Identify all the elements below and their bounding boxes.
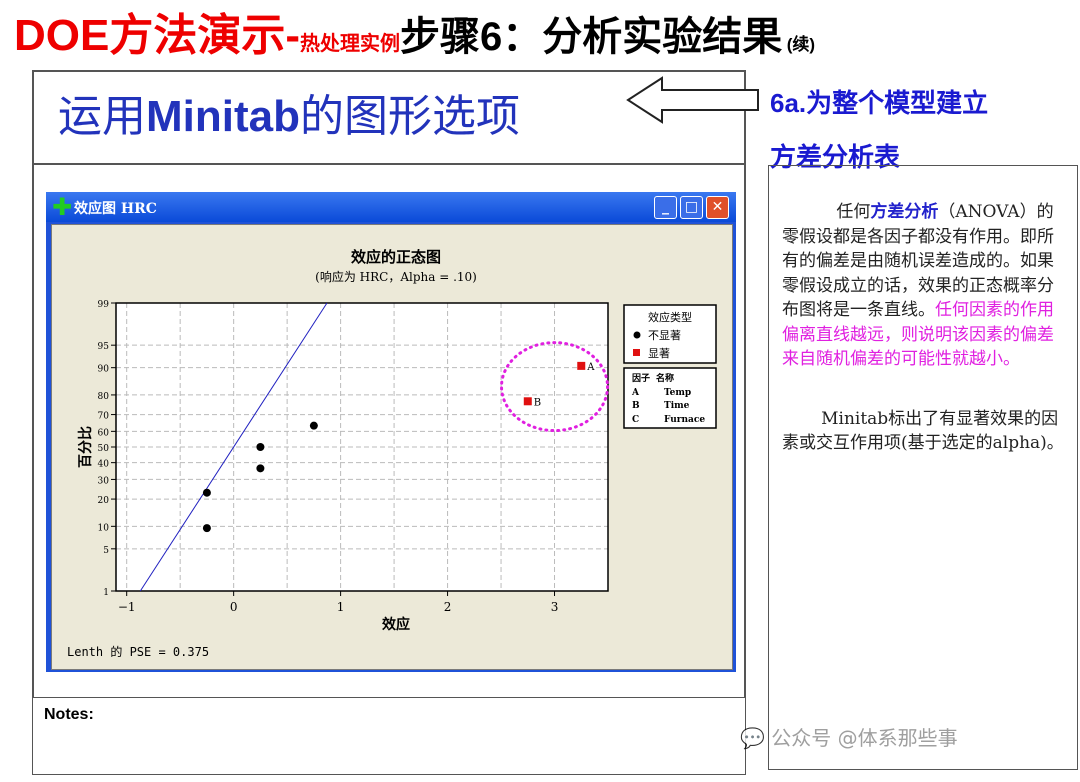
y-axis-label: 百分比 [77,426,94,468]
significant-point [523,397,532,406]
plot-frame [115,302,609,592]
title-sub: 热处理实例 [300,33,400,55]
plus-icon: ✚ [52,193,73,221]
x-tick-label: −1 [118,600,136,614]
y-tick-label: 20 [98,496,110,506]
highlight-ellipse [500,341,610,433]
point-label: A [586,362,595,373]
side-label-line1: 6a.为整个模型建立 [770,88,989,118]
factor-a: A [631,388,640,398]
y-tick-label: 5 [103,546,109,556]
arrow-left-icon [626,76,759,124]
wechat-icon: 💬 [740,726,765,750]
explanation-text: 任何方差分析（ANOVA）的零假设都是各因子都没有作用。即所有的偏差是由随机误差… [782,200,1064,456]
close-button[interactable]: ✕ [706,196,729,219]
p1-b: （ANOVA）的零假设都是各因子都没有作用。即所有的偏差是由随机误差造成的。如果… [782,202,1054,320]
legend-title: 效应类型 [648,310,692,324]
legend-marker-circle [633,331,641,339]
legend-label-significant: 显著 [648,346,670,360]
notes-label: Notes: [44,706,94,723]
factor-c-name: Furnace [664,415,705,425]
subtitle-post: 的图形选项 [299,91,520,142]
p1-a: 任何 [836,202,871,222]
y-tick-label: 50 [98,444,110,454]
title-cont: (续) [786,35,816,54]
x-tick-label: 3 [551,600,559,614]
side-label: 6a.为整个模型建立 方差分析表 [770,76,988,184]
subtitle: 运用Minitab的图形选项 [58,80,520,144]
factor-table [623,367,717,429]
watermark-text: 公众号 @体系那些事 [771,726,958,750]
title-red: DOE方法演示- [14,11,300,60]
effects-plot-window: ✚ 效应图 HRC _ □ ✕ 效应的正态图 (响应为 HRC，Alpha = … [46,192,736,672]
reference-line [139,302,328,592]
significant-point [577,361,586,370]
factor-a-name: Temp [664,388,691,398]
chart-subtitle: (响应为 HRC，Alpha = .10) [315,269,477,284]
p1-anova: 方差分析 [870,202,939,222]
y-tick-label: 40 [98,460,110,470]
y-tick-label: 60 [98,428,110,438]
y-tick-label: 1 [103,588,109,598]
y-tick-label: 10 [98,523,110,533]
subtitle-box [32,70,746,165]
window-client: 效应的正态图 (响应为 HRC，Alpha = .10) 效应 百分比 Lent… [51,224,733,670]
factor-b: B [632,401,640,411]
minimize-button[interactable]: _ [654,196,677,219]
x-tick-label: 0 [230,600,238,614]
y-tick-label: 90 [98,365,110,375]
point [256,443,265,451]
y-tick-label: 80 [98,392,110,402]
point [256,464,265,473]
y-tick-label: 95 [98,342,110,352]
subtitle-pre: 运用 [58,91,146,142]
factor-header: 因子 [632,373,650,384]
point [202,488,211,497]
x-tick-label: 1 [337,600,345,614]
watermark: 💬 公众号 @体系那些事 [740,722,958,751]
maximize-button[interactable]: □ [680,196,703,219]
y-tick-label: 99 [98,300,110,310]
point [202,524,211,533]
window-title: 效应图 HRC [74,201,157,217]
notes-box [32,697,746,775]
explanation-box [768,165,1078,770]
legend-marker-square [633,349,640,356]
point-label: B [534,397,541,408]
side-label-line2: 方差分析表 [770,142,901,172]
x-tick-label: 2 [444,600,452,614]
factor-c: C [632,415,639,425]
legend-label-not-significant: 不显著 [648,328,681,342]
y-tick-label: 30 [98,476,110,486]
lenth-pse: Lenth 的 PSE = 0.375 [67,644,209,659]
y-tick-label: 70 [98,412,110,422]
window-titlebar[interactable]: ✚ 效应图 HRC _ □ ✕ [46,192,736,222]
factor-b-name: Time [664,401,690,411]
title-step: 步骤6：分析实验结果 [400,15,783,59]
slide-title: DOE方法演示-热处理实例步骤6：分析实验结果 (续) [14,6,815,76]
p1-highlight: 任何因素的作用偏离直线越远，则说明该因素的偏差来自随机偏差的可能性就越小。 [782,300,1054,369]
normal-effects-chart: 效应的正态图 (响应为 HRC，Alpha = .10) 效应 百分比 Lent… [67,248,717,659]
x-axis-label: 效应 [382,616,410,633]
point [309,421,318,430]
subtitle-bold: Minitab [146,92,300,141]
p2: Minitab标出了有显著效果的因素或交互作用项(基于选定的alpha)。 [782,408,1064,454]
chart-title: 效应的正态图 [351,248,441,266]
name-header: 名称 [656,372,674,384]
